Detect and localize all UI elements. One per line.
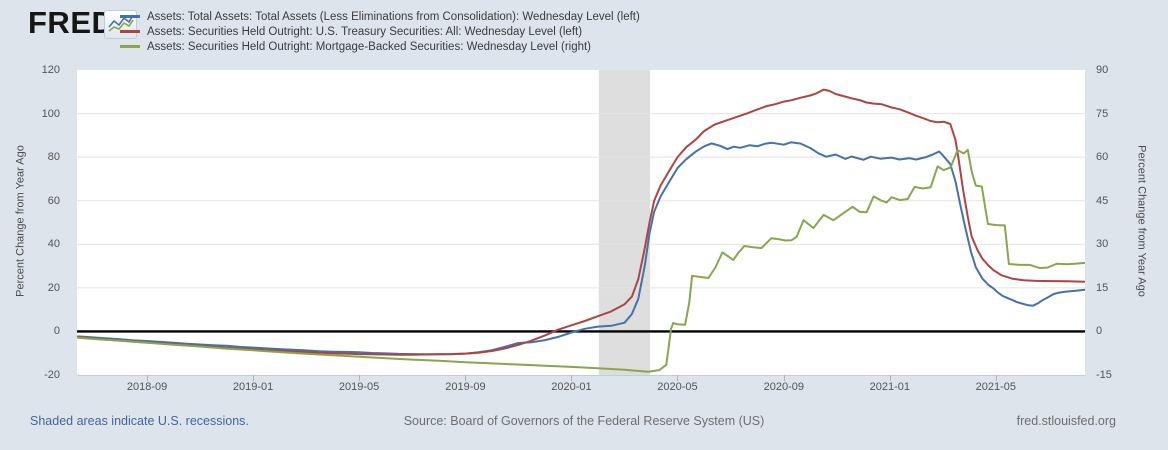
chart-canvas [77,70,1085,375]
left-axis-tick-label: 20 [47,281,60,294]
x-axis-tick-label: 2019-01 [232,381,274,393]
chart-legend: Assets: Total Assets: Total Assets (Less… [120,9,640,54]
left-axis-tick-label: 100 [41,107,60,120]
legend-item-treasury-securities: Assets: Securities Held Outright: U.S. T… [120,24,640,39]
fred-site-link[interactable]: fred.stlouisfed.org [1016,414,1116,428]
x-axis-tick-label: 2020-05 [657,381,698,393]
legend-label-treasury-securities: Assets: Securities Held Outright: U.S. T… [147,25,583,38]
x-axis-tick-mark [253,375,255,381]
x-axis-tick-label: 2021-05 [975,381,1017,393]
right-axis-tick-label: 0 [1096,325,1103,338]
legend-swatch-treasury-securities [120,30,140,33]
right-axis-tick-label: 15 [1096,281,1109,294]
legend-label-total-assets: Assets: Total Assets: Total Assets (Less… [147,10,640,23]
left-axis-tick-label: 120 [41,64,60,76]
legend-item-total-assets: Assets: Total Assets: Total Assets (Less… [120,9,640,24]
legend-swatch-mortgage-backed-securities [120,45,140,48]
x-axis-tick-label: 2019-05 [338,381,380,393]
right-axis-tick-label: 90 [1096,64,1109,76]
fred-logo[interactable]: FRED® [28,5,137,40]
left-axis-tick-label: 40 [47,238,60,251]
fred-sparkline-icon [104,10,137,39]
plot-area [77,70,1085,375]
x-axis-tick-mark [783,375,785,381]
right-axis-tick-label: 60 [1096,151,1109,164]
x-axis-tick-label: 2021-01 [869,381,911,393]
x-axis-tick-mark [465,375,467,381]
series-line-1 [77,88,1085,356]
fred-logo-text: FRED [28,5,115,40]
legend-swatch-total-assets [120,15,140,18]
left-axis-tick-label: 60 [47,194,60,207]
left-axis-tick-label: -20 [44,369,60,381]
x-axis-tick-label: 2020-09 [763,381,804,393]
recession-note: Shaded areas indicate U.S. recessions. [30,414,249,428]
right-axis-tick-label: 45 [1096,194,1109,207]
series-line-2 [77,148,1085,373]
right-axis-tick-label: -15 [1096,369,1112,381]
x-axis-tick-mark [677,375,679,381]
x-axis-tick-mark [995,375,997,381]
source-text: Source: Board of Governors of the Federa… [403,414,765,428]
x-axis-tick-mark [889,375,891,381]
right-axis-tick-label: 30 [1096,238,1109,251]
right-axis-tick-label: 75 [1096,107,1109,120]
x-axis-tick-label: 2020-01 [551,381,592,393]
x-axis-tick-mark [571,375,573,381]
x-axis-tick-label: 2018-09 [126,381,168,393]
x-axis-tick-mark [147,375,149,381]
left-axis-tick-label: 80 [47,151,60,164]
legend-item-mortgage-backed-securities: Assets: Securities Held Outright: Mortga… [120,39,640,54]
series-line-0 [77,141,1085,356]
recession-band [598,70,651,375]
legend-label-mortgage-backed-securities: Assets: Securities Held Outright: Mortga… [147,40,592,53]
right-axis-title: Percent Change from Year Ago [1135,145,1148,297]
x-axis-tick-label: 2019-09 [445,381,486,393]
x-axis-line [77,375,1085,376]
x-axis-tick-mark [359,375,361,381]
left-axis-tick-label: 0 [53,325,60,338]
